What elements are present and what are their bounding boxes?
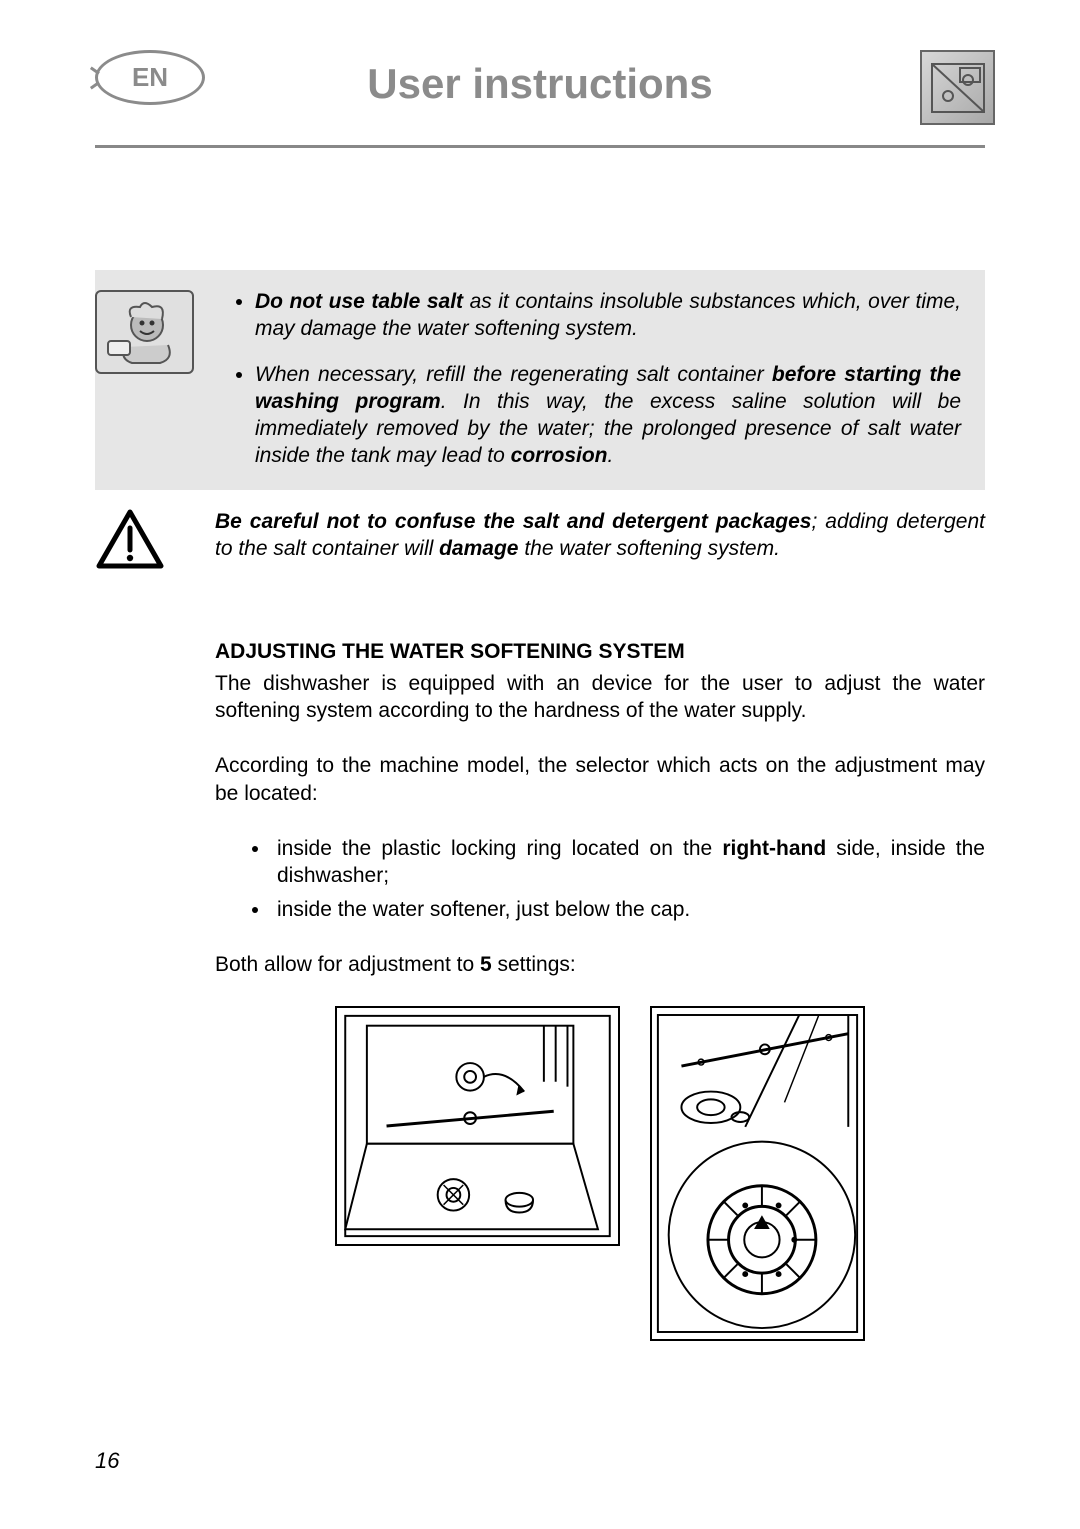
section-p1: The dishwasher is equipped with an devic…	[215, 670, 985, 725]
tip-bullet-2: When necessary, refill the regenerating …	[255, 361, 961, 470]
caution-row: Be careful not to confuse the salt and d…	[95, 508, 985, 570]
page-header: EN User instructions	[95, 40, 985, 160]
tip-bullet-1: Do not use table salt as it contains ins…	[255, 288, 961, 343]
tip-text: Do not use table salt as it contains ins…	[225, 270, 985, 490]
tip-mascot-icon	[95, 270, 225, 384]
page-number: 16	[95, 1448, 119, 1474]
tip-box: Do not use table salt as it contains ins…	[95, 270, 985, 490]
section-heading: ADJUSTING THE WATER SOFTENING SYSTEM	[215, 640, 985, 664]
diagrams-row	[215, 1006, 985, 1341]
header-rule	[95, 145, 985, 148]
section-bullet-1: inside the plastic locking ring located …	[271, 835, 985, 890]
page-title: User instructions	[95, 60, 985, 108]
diagram-softener-closeup	[650, 1006, 865, 1341]
warning-triangle-icon	[95, 508, 165, 570]
diagram-interior	[335, 1006, 620, 1246]
section-bullets: inside the plastic locking ring located …	[215, 835, 985, 923]
caution-text: Be careful not to confuse the salt and d…	[215, 508, 985, 563]
header-thumbnail-icon	[920, 50, 995, 125]
section-adjusting: ADJUSTING THE WATER SOFTENING SYSTEM The…	[215, 640, 985, 978]
section-p3: Both allow for adjustment to 5 settings:	[215, 951, 985, 978]
section-p2: According to the machine model, the sele…	[215, 752, 985, 807]
section-bullet-2: inside the water softener, just below th…	[271, 896, 985, 923]
